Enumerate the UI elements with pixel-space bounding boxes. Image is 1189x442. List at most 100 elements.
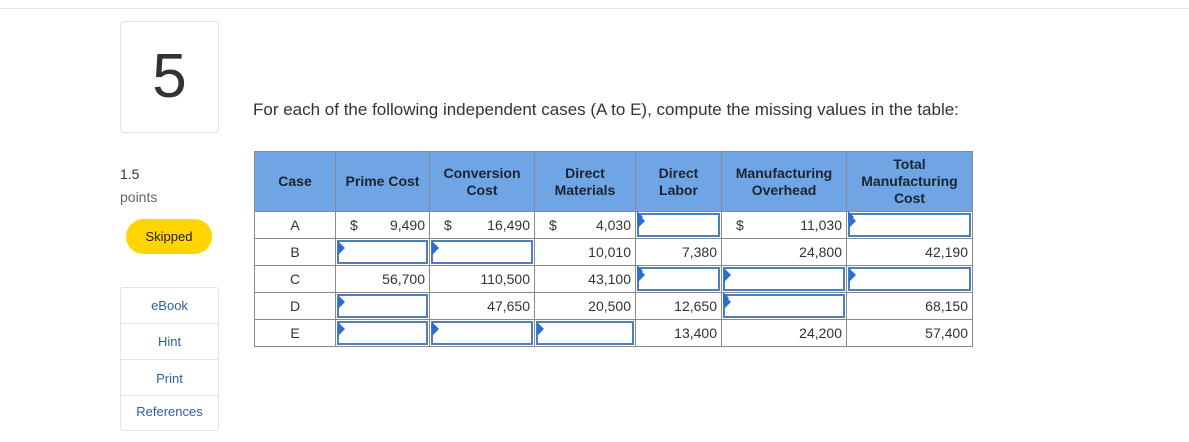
total-manufacturing-cost-cell: 68,150 [846,292,973,320]
manufacturing-overhead-cell: 24,800 [721,238,847,266]
prime-cost-input[interactable] [337,321,428,345]
question-prompt: For each of the following independent ca… [253,100,959,119]
total-manufacturing-cost-cell: 57,400 [846,319,973,347]
tools-divider [121,359,218,360]
prime-cost-input[interactable] [337,294,428,318]
header-conversion-cost: Conversion Cost [429,151,535,212]
total-manufacturing-cost-cell: 42,190 [846,238,973,266]
direct-labor-value: 7,380 [681,244,717,260]
input-marker-icon [724,268,731,282]
conversion-cost-input[interactable] [431,321,533,345]
manufacturing-overhead-value: 24,200 [799,325,842,341]
input-marker-icon [849,268,856,282]
direct-materials-cell: 20,500 [534,292,636,320]
question-tools-panel: eBook Hint Print References [120,287,219,431]
prime-cost-value: 9,490 [389,217,425,233]
total-manufacturing-cost-input[interactable] [848,213,971,237]
points-value: 1.5 [120,166,140,182]
prime-cost-value: 56,700 [382,271,425,287]
direct-materials-cell: 10,010 [534,238,636,266]
prime-cost-cell: 56,700 [335,265,430,293]
conversion-cost-input-cell[interactable] [429,238,535,266]
currency-symbol: $ [736,217,744,233]
input-marker-icon [432,241,439,255]
points-label: points [120,189,158,205]
header-direct-labor: Direct Labor [635,151,722,212]
direct-labor-input-cell[interactable] [635,265,722,293]
case-cell: A [254,211,336,239]
input-marker-icon [848,211,854,223]
input-marker-icon [537,322,544,336]
input-marker-icon [432,322,439,336]
direct-labor-input[interactable] [637,267,720,291]
input-marker-icon [338,241,345,255]
case-cell: C [254,265,336,293]
direct-labor-cell: 12,650 [635,292,729,320]
direct-materials-cell: $4,030 [534,211,643,239]
case-cell: E [254,319,336,347]
hint-link[interactable]: Hint [157,334,182,349]
direct-materials-value: 4,030 [595,217,631,233]
tools-divider [121,395,218,396]
conversion-cost-input-cell[interactable] [429,319,535,347]
case-cell: B [254,238,336,266]
skipped-status-badge[interactable]: Skipped [126,219,212,254]
currency-symbol: $ [549,217,557,233]
cost-table: Case Prime Cost Conversion Cost Direct M… [254,151,973,347]
header-total-manufacturing-cost: Total Manufacturing Cost [846,151,973,212]
table-row: B 10,010 7,380 24,800 42,190 [254,238,973,266]
top-divider [0,8,1189,9]
currency-symbol: $ [444,217,452,233]
conversion-cost-cell: 47,650 [429,292,535,320]
manufacturing-overhead-value: 24,800 [799,244,842,260]
input-marker-icon [338,322,345,336]
currency-symbol: $ [350,217,358,233]
prime-cost-cell: $9,490 [335,211,430,239]
manufacturing-overhead-cell: $11,030 [721,211,854,239]
case-cell: D [254,292,336,320]
conversion-cost-value: 16,490 [487,217,530,233]
tools-divider [121,323,218,324]
print-link[interactable]: Print [156,371,183,386]
table-row: C 56,700 110,500 43,100 [254,265,973,293]
direct-materials-value: 20,500 [588,298,631,314]
ebook-link[interactable]: eBook [151,298,188,313]
references-link[interactable]: References [136,404,203,419]
question-number-box: 5 [120,21,219,133]
manufacturing-overhead-cell: 24,200 [721,319,847,347]
header-manufacturing-overhead: Manufacturing Overhead [721,151,847,212]
header-case: Case [254,151,336,212]
total-manufacturing-cost-input-cell[interactable] [846,211,973,239]
conversion-cost-value: 47,650 [487,298,530,314]
direct-labor-value: 12,650 [674,298,717,314]
table-row: E 13,400 24,200 57,400 [254,319,973,347]
conversion-cost-input[interactable] [431,240,533,264]
table-row: A $9,490 $16,490 $4,030 $11,030 [254,211,973,239]
manufacturing-overhead-input-cell[interactable] [721,292,847,320]
input-marker-icon [637,265,643,277]
manufacturing-overhead-input[interactable] [723,267,845,291]
prime-cost-input-cell[interactable] [335,319,430,347]
manufacturing-overhead-input[interactable] [723,294,845,318]
total-manufacturing-cost-value: 57,400 [925,325,968,341]
prime-cost-input[interactable] [337,240,428,264]
direct-labor-input-cell[interactable] [635,211,722,239]
total-manufacturing-cost-value: 42,190 [925,244,968,260]
direct-labor-cell: 7,380 [635,238,722,266]
manufacturing-overhead-value: 11,030 [800,217,842,233]
total-manufacturing-cost-value: 68,150 [925,298,968,314]
direct-labor-input[interactable] [637,213,720,237]
prime-cost-input-cell[interactable] [335,238,430,266]
conversion-cost-value: 110,500 [480,271,530,287]
direct-labor-cell: 13,400 [635,319,722,347]
direct-materials-value: 10,010 [588,244,631,260]
direct-labor-value: 13,400 [674,325,717,341]
total-manufacturing-cost-input[interactable] [848,267,971,291]
direct-materials-input[interactable] [536,321,634,345]
manufacturing-overhead-input-cell[interactable] [721,265,847,293]
prime-cost-input-cell[interactable] [335,292,430,320]
conversion-cost-cell: 110,500 [429,265,535,293]
direct-materials-input-cell[interactable] [534,319,636,347]
input-marker-icon [637,211,643,223]
total-manufacturing-cost-input-cell[interactable] [846,265,973,293]
